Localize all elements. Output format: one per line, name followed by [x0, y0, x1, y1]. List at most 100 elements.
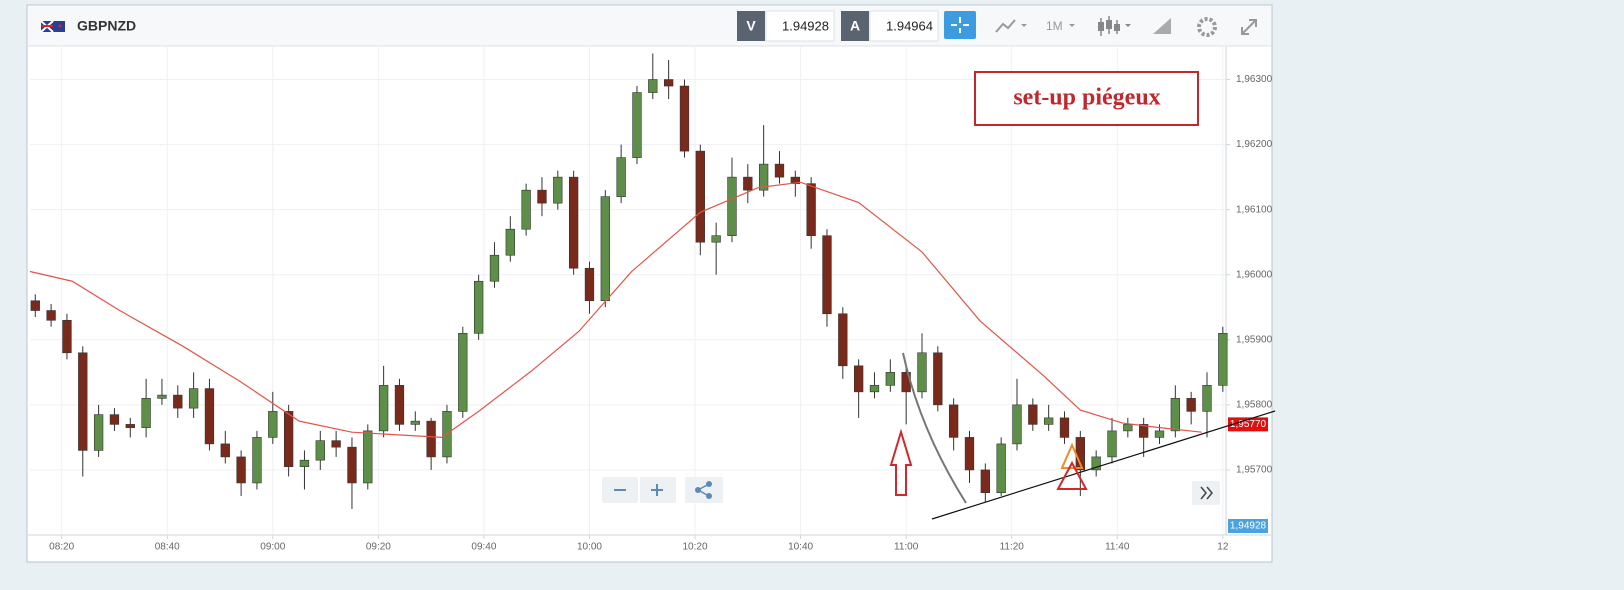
sell-button[interactable] [737, 11, 765, 41]
candles-button[interactable] [1098, 16, 1131, 36]
candle-body [268, 411, 278, 438]
last-price-label: 1,95770 [1230, 419, 1267, 430]
candle-body [964, 437, 975, 471]
candle-body [933, 352, 943, 406]
candle-body [1170, 398, 1180, 432]
candle-body [1218, 332, 1228, 386]
candle-body [1202, 385, 1212, 412]
x-tick-label: 10:40 [788, 542, 813, 553]
candle-body [568, 176, 579, 269]
x-tick-label: 11:40 [1105, 542, 1130, 553]
candle-body [315, 440, 325, 461]
timeframe[interactable]: 1M [1046, 19, 1063, 33]
candle-body [822, 235, 832, 315]
toolbar [28, 6, 1271, 46]
candle-body [347, 446, 357, 484]
candle-body [727, 176, 737, 236]
buy-label: A [850, 18, 860, 34]
candle-body [78, 352, 88, 451]
chart-type-button[interactable] [995, 19, 1027, 33]
sell-price-box[interactable] [765, 10, 835, 42]
annotation-triangle-red [1056, 460, 1088, 490]
y-tick-label: 1,96100 [1236, 204, 1273, 215]
candle-body [869, 385, 880, 393]
candle-body [299, 459, 310, 467]
candle-body [948, 404, 959, 438]
candle-body [363, 430, 373, 484]
candle-body [378, 385, 389, 432]
last-price-box [1228, 417, 1268, 432]
candle-body [616, 157, 626, 197]
candle-body [489, 254, 500, 282]
annotation-text: set-up piégeux [1013, 85, 1160, 111]
candle-body [695, 150, 705, 243]
candle-body [1107, 430, 1117, 458]
annotation-triangle-orange [1060, 442, 1084, 469]
candle-body [774, 163, 785, 178]
x-tick-label: 11:00 [894, 542, 919, 553]
candle-body [173, 394, 183, 409]
candle-body [1012, 404, 1022, 445]
candle-body [648, 79, 658, 93]
buy-button[interactable] [841, 11, 869, 41]
candle-body [283, 411, 294, 467]
candle-body [537, 189, 547, 204]
x-tick-label: 08:40 [155, 542, 180, 553]
settings-button[interactable] [1197, 17, 1217, 37]
candle-body [236, 456, 246, 484]
candle-body [743, 176, 753, 191]
candle-body [204, 388, 215, 445]
x-tick-label: 10:00 [577, 542, 602, 553]
candle-body [980, 469, 990, 494]
scroll-right[interactable] [1192, 481, 1220, 505]
zoom-controls [602, 477, 723, 503]
y-tick-label: 1,96200 [1236, 139, 1273, 150]
x-tick-label: 08:20 [49, 542, 74, 553]
draw-button[interactable] [1153, 18, 1171, 34]
candle-body [553, 176, 563, 204]
candle-body [125, 424, 135, 428]
candle-body [521, 189, 531, 230]
fullscreen-button[interactable] [1241, 19, 1257, 35]
candle-body [426, 420, 436, 458]
candle-body [30, 300, 40, 311]
candle-body [188, 388, 199, 409]
share[interactable] [685, 477, 723, 503]
candle-body [1028, 404, 1038, 425]
y-tick-label: 1,95900 [1236, 334, 1273, 345]
flag [40, 20, 65, 33]
candle-body [711, 235, 721, 243]
sell-label: V [746, 18, 756, 34]
candle-body [505, 228, 515, 256]
candle-body [584, 267, 595, 302]
candle-body [1154, 430, 1165, 438]
candle-body [331, 440, 341, 448]
candle-body [885, 372, 895, 386]
candle-body [600, 196, 610, 302]
y-tick-label: 1,95700 [1236, 465, 1273, 476]
candle-body [758, 163, 769, 191]
candle-body [1186, 398, 1196, 412]
candle-body [93, 414, 104, 451]
candle-body [679, 85, 690, 152]
x-tick-label: 09:00 [260, 542, 285, 553]
annotation-curve [902, 352, 967, 504]
candle-body [394, 385, 405, 425]
candle-body [806, 183, 816, 236]
x-tick-label: 09:20 [366, 542, 391, 553]
crosshair-button[interactable] [944, 11, 976, 39]
buy-price-box[interactable] [869, 10, 939, 42]
y-tick-label: 1,95800 [1236, 400, 1273, 411]
candle-body [632, 92, 642, 158]
bid-label: 1,94928 [1230, 521, 1267, 532]
annotation-arrow [889, 428, 913, 496]
moving-average [29, 181, 1202, 439]
y-tick-label: 1,96300 [1236, 74, 1273, 85]
candle-body [1091, 456, 1101, 471]
candle-body [838, 313, 848, 367]
timeframe-caret [1069, 24, 1075, 27]
candle-body [252, 437, 262, 484]
candle-body [917, 352, 927, 393]
